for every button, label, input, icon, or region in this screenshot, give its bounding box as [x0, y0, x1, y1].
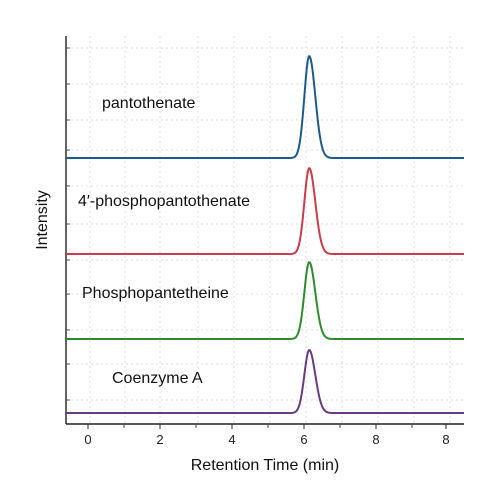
trace-label: Coenzyme A	[112, 370, 203, 387]
trace-label: Phosphopantetheine	[82, 285, 229, 302]
x-tick-label: 4	[228, 432, 235, 447]
x-tick-label: 8	[442, 432, 449, 447]
axes	[65, 36, 464, 425]
x-tick-label: 0	[84, 432, 91, 447]
x-ticks: 0 2 4 6 8 8	[84, 424, 450, 447]
y-axis-title: Intensity	[34, 190, 51, 250]
x-tick-label: 6	[300, 432, 307, 447]
grid	[66, 36, 464, 424]
trace-label: 4′-phosphopantothenate	[78, 193, 250, 210]
x-tick-label: 8	[372, 432, 379, 447]
trace-line	[66, 167, 464, 255]
trace-label: pantothenate	[102, 95, 196, 112]
trace-labels: pantothenate 4′-phosphopantothenate Phosph…	[78, 95, 250, 387]
trace-line	[66, 55, 464, 159]
trace-line	[66, 261, 464, 340]
traces	[66, 55, 464, 414]
x-axis-title: Retention Time (min)	[191, 457, 340, 474]
x-tick-label: 2	[156, 432, 163, 447]
trace-line	[66, 349, 464, 414]
